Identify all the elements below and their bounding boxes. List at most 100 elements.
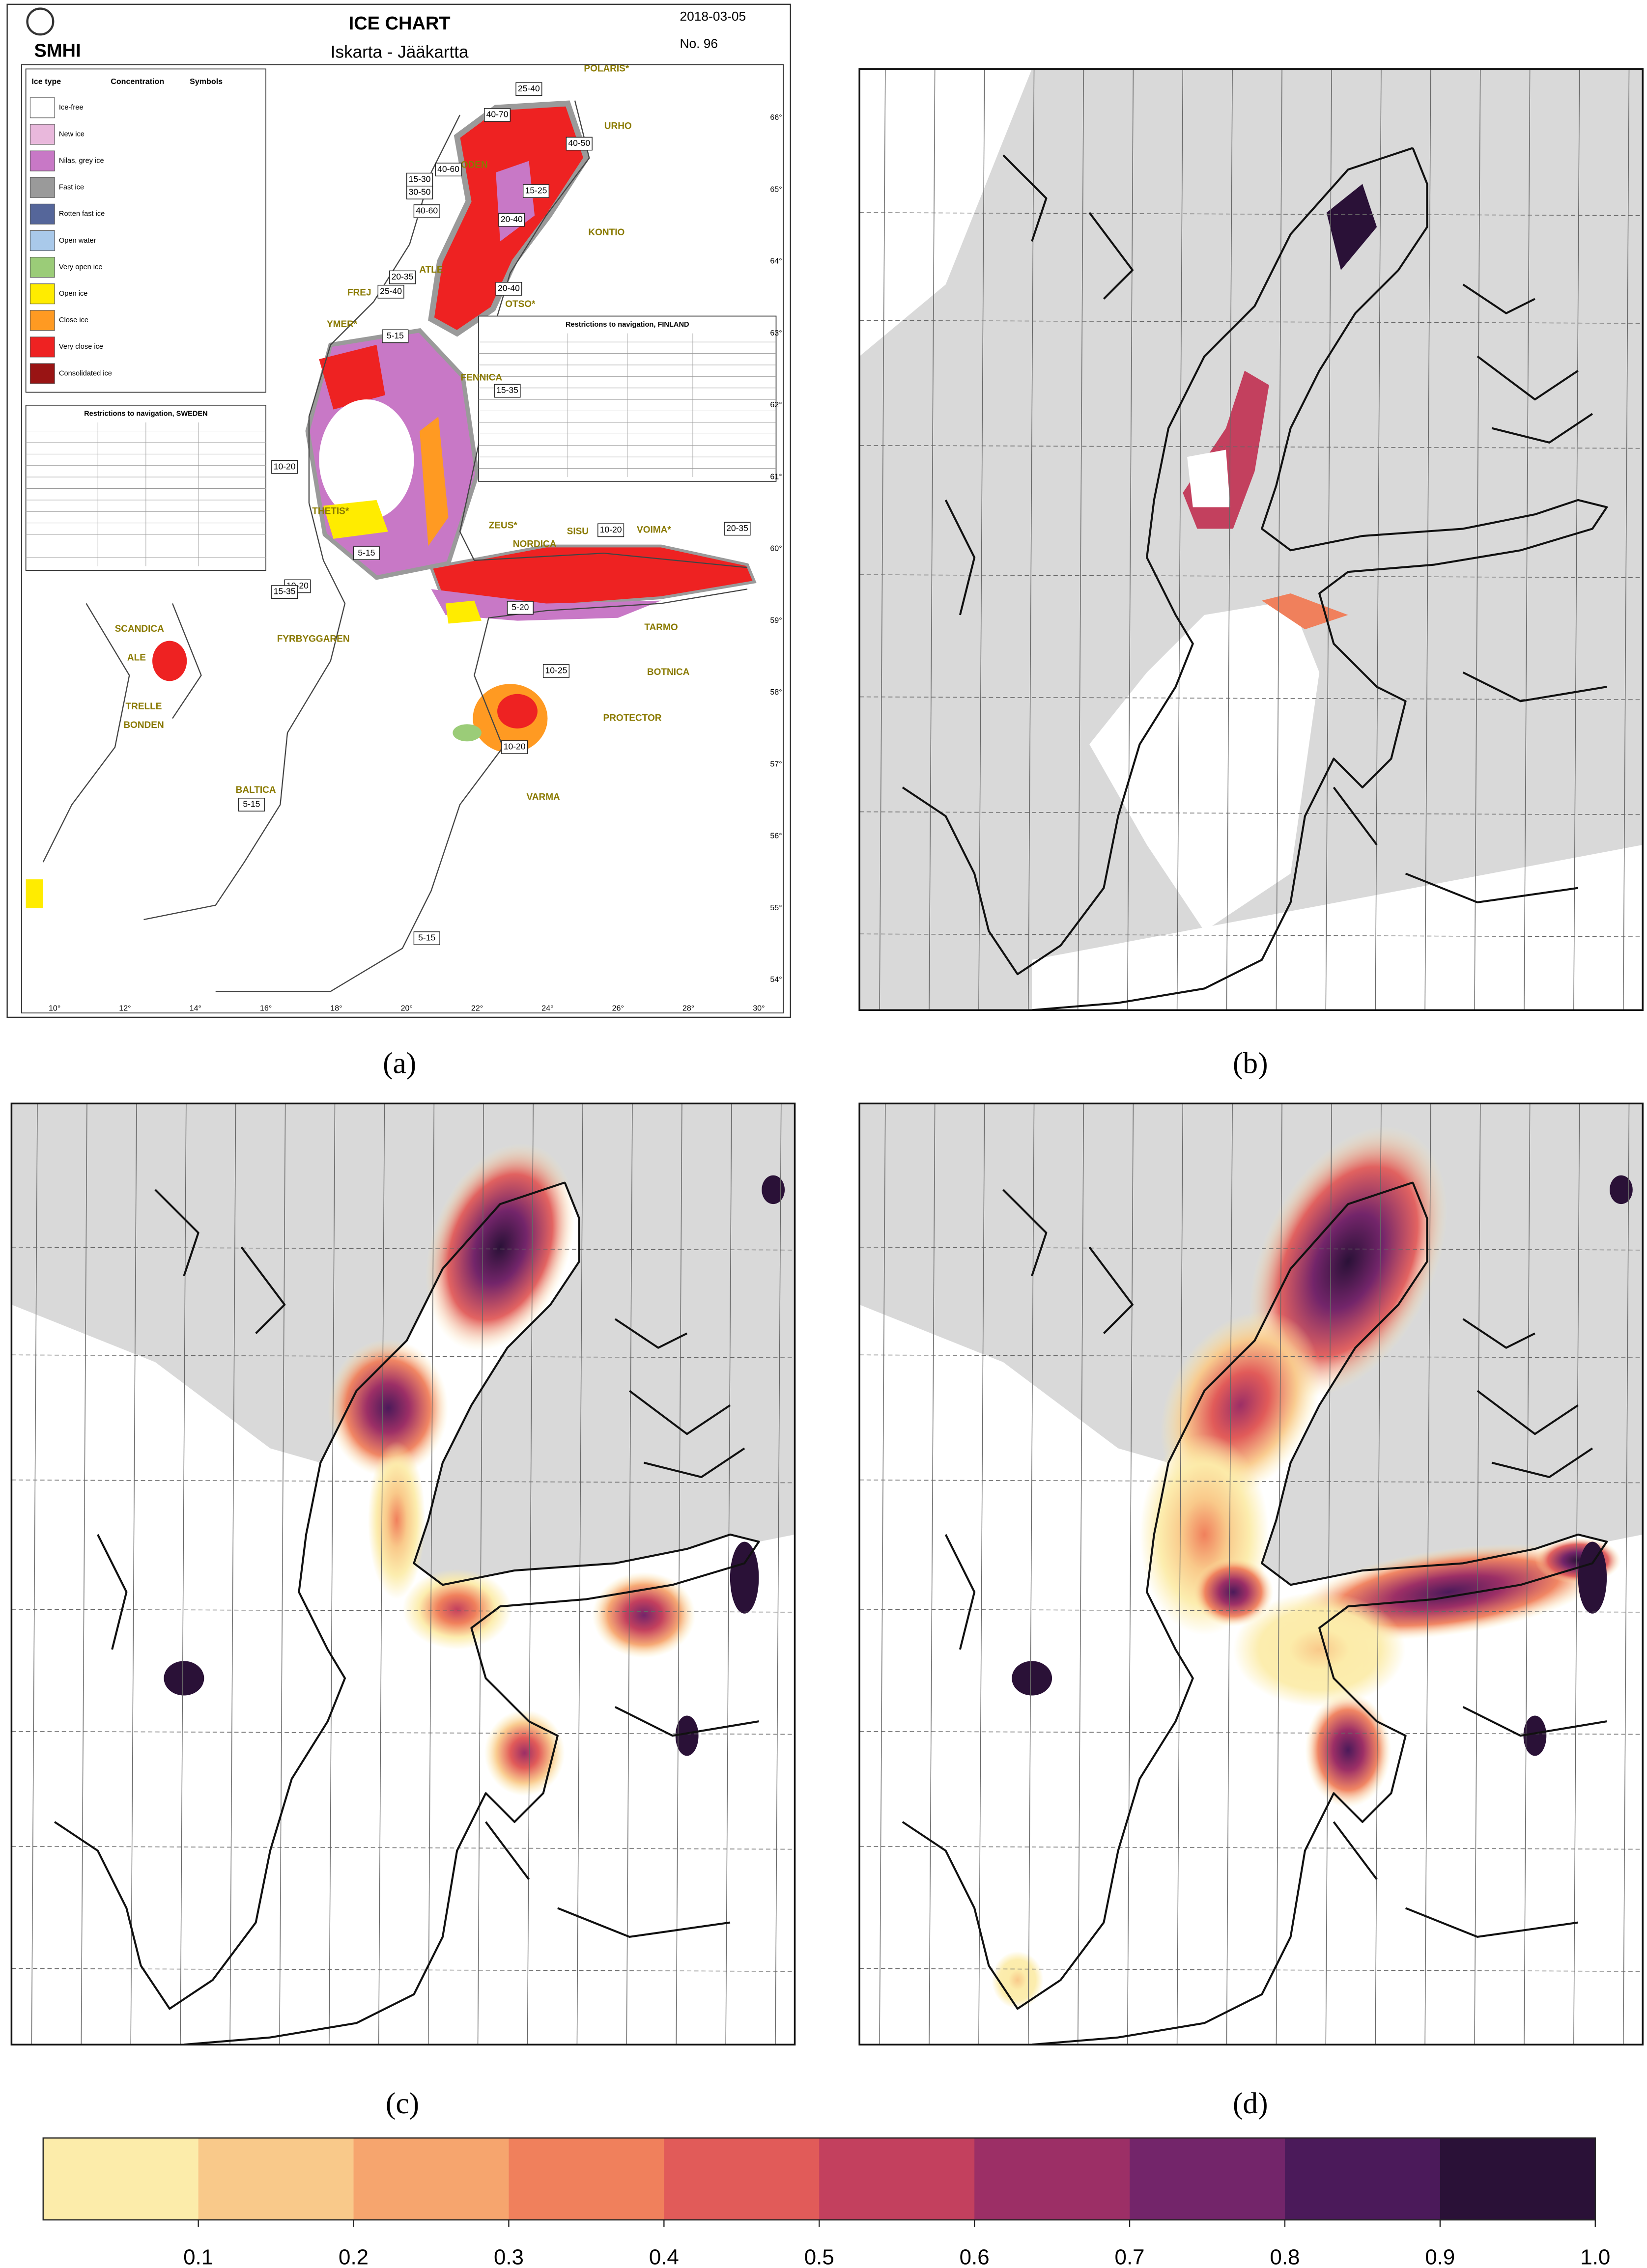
colorbar-tick-label: 0.9 [1425, 2245, 1455, 2268]
grid-line [859, 212, 1643, 216]
concentration-label: 30-50 [409, 187, 431, 197]
legend-label: Nilas, grey ice [59, 157, 104, 165]
grid-line [1127, 1103, 1134, 2045]
ice-concentration [426, 1143, 575, 1351]
grid-line [11, 1609, 795, 1613]
legend: Ice type Concentration Symbols Ice-free New … [29, 77, 223, 384]
concentration-box [382, 329, 409, 343]
ship-name: YMER* [327, 319, 358, 330]
latitude-label: 55° [770, 903, 782, 912]
concentration-label: 15-25 [525, 186, 547, 196]
legend-swatch [29, 363, 55, 384]
concentration-label: 10-25 [545, 666, 568, 675]
ice-area [453, 724, 482, 742]
colorbar-tick-label: 0.3 [494, 2245, 524, 2268]
colorbar-segment [664, 2138, 820, 2220]
ice-chart-panel: SMHI ICE CHART Iskarta - Jääkartta 2018-… [6, 3, 791, 1018]
concentration-box [501, 740, 528, 754]
grid-line [1424, 1103, 1431, 2045]
legend-box [25, 68, 267, 393]
colorbar-segment [1284, 2138, 1441, 2220]
ice-area [420, 417, 449, 546]
longitude-label: 20° [401, 1004, 413, 1013]
ice-area [319, 345, 385, 410]
panel-label: (a) [383, 1046, 416, 1080]
grid-line [879, 1103, 886, 2045]
concentration-box [238, 798, 265, 812]
grid-line [576, 1103, 583, 2045]
ship-name: SCANDICA [115, 624, 165, 634]
ship-name: VOIMA* [637, 525, 671, 535]
grid-line [180, 1103, 187, 2045]
grid-line [1375, 1103, 1382, 2045]
legend-label: Consolidated ice [59, 369, 112, 377]
colorbar-segment [43, 2138, 199, 2220]
ship-name: FREJ [347, 288, 371, 298]
unmasked-area [859, 69, 1032, 357]
grid-line [1623, 1103, 1630, 2045]
legend-label: Ice-free [59, 104, 84, 112]
longitude-label: 30° [753, 1004, 765, 1013]
ship-name: THETIS* [312, 506, 349, 516]
ice-area [497, 694, 538, 728]
legend-label: Open water [59, 237, 96, 245]
grid-line [1474, 69, 1481, 1010]
concentration-label: 25-40 [380, 286, 402, 296]
panel-label: (b) [1233, 1046, 1268, 1080]
grid-line [1226, 69, 1233, 1010]
grid-line [1573, 69, 1580, 1010]
concentration-box [389, 270, 416, 284]
lake [730, 1541, 759, 1614]
unmasked-area [1032, 844, 1643, 1010]
longitude-label: 22° [471, 1004, 483, 1013]
ship-name: TRELLE [126, 701, 162, 712]
legend-header: Symbols [190, 77, 223, 86]
ice-concentration [592, 1571, 696, 1658]
lake [762, 1175, 785, 1204]
grid-line [130, 1103, 137, 2045]
grid-line [859, 1354, 1643, 1358]
longitude-label: 14° [190, 1004, 201, 1013]
lake [1012, 1661, 1052, 1696]
grid-line [725, 1103, 732, 2045]
logo-mark [26, 7, 55, 36]
ice-concentration [402, 1569, 512, 1650]
latitude-label: 56° [770, 832, 782, 840]
latitude-label: 65° [770, 185, 782, 194]
latitude-label: 64° [770, 257, 782, 266]
ice-concentration [1233, 1592, 1406, 1707]
legend-label: Open ice [59, 290, 87, 298]
lake [675, 1715, 699, 1756]
ship-name: FYRBYGGAREN [277, 634, 350, 644]
ship-name: KONTIO [588, 227, 625, 238]
ship-name: BALTICA [236, 785, 276, 795]
ship-name: ALE [127, 653, 146, 663]
concentration-label: 10-20 [274, 461, 296, 471]
ice-area [323, 500, 388, 539]
grid-line [1276, 69, 1282, 1010]
legend-swatch [29, 256, 55, 278]
grid-line [279, 1103, 286, 2045]
grid-line [676, 1103, 682, 2045]
grid-line [31, 1103, 38, 2045]
ship-name: VARMA [527, 792, 561, 802]
longitude-label: 28° [682, 1004, 694, 1013]
grid-line [427, 1103, 435, 2045]
concentration-box [522, 184, 550, 198]
colorbar-segment [509, 2138, 665, 2220]
concentration-label: 5-15 [387, 331, 404, 340]
colorbar-tick-label: 0.4 [649, 2245, 679, 2268]
longitude-label: 16° [260, 1004, 272, 1013]
grid-line [1424, 69, 1431, 1010]
unmasked-area [1089, 600, 1320, 931]
colorbar-tick-label: 0.8 [1270, 2245, 1300, 2268]
ice-concentration [1193, 1557, 1274, 1627]
grid-line [775, 1103, 782, 2045]
ice-concentration [992, 1951, 1044, 2009]
grid-line [859, 811, 1643, 815]
concentration-box [413, 931, 440, 945]
unmasked-area [1187, 449, 1230, 507]
latitude-label: 66° [770, 113, 782, 122]
map-frame [10, 1102, 796, 2046]
chart-subtitle: Iskarta - Jääkartta [331, 42, 469, 61]
